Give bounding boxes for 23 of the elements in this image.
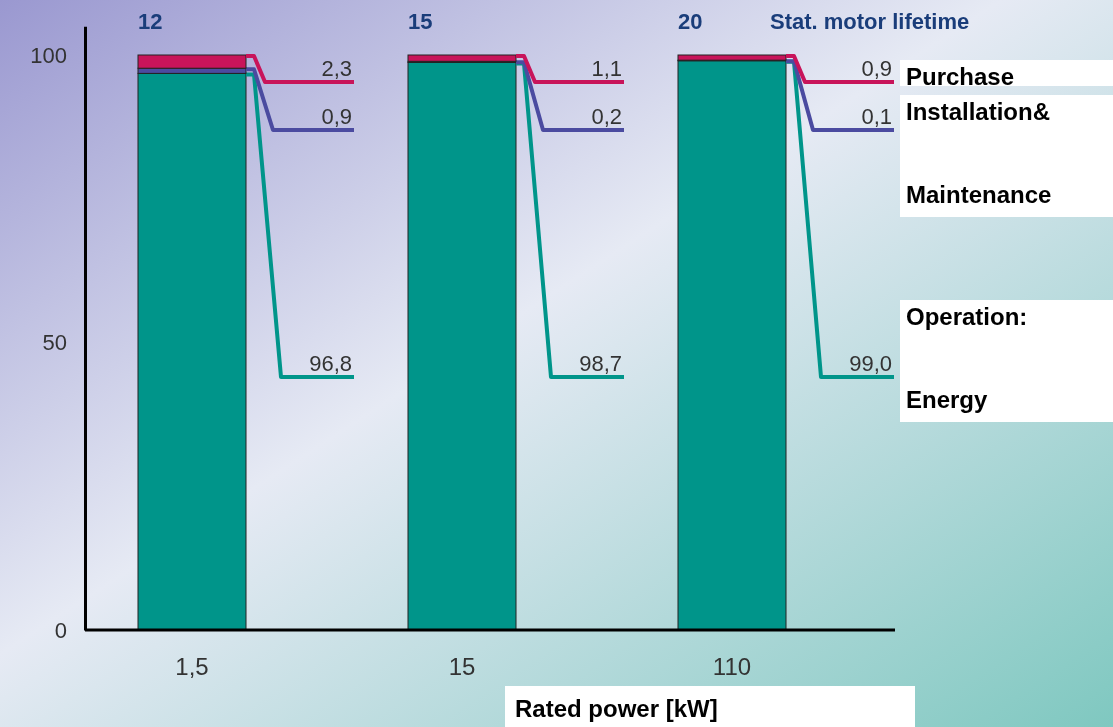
- annotation: Stat. motor lifetime: [770, 9, 970, 34]
- data-label: 0,1: [861, 104, 892, 129]
- annotation: 12: [138, 9, 163, 34]
- data-label: 0,9: [321, 104, 352, 129]
- annotation: 15: [408, 9, 433, 34]
- text: Installation& Maintenance: [906, 98, 1052, 208]
- y-tick-label: 100: [30, 42, 67, 68]
- y-tick-label: 50: [42, 330, 67, 356]
- annotation: 20: [678, 9, 703, 34]
- data-label: 2,3: [321, 56, 352, 81]
- x-tick-label: 1,5: [175, 653, 209, 680]
- y-tick-label: 0: [54, 617, 67, 643]
- data-label: 1,1: [591, 56, 622, 81]
- data-label: 98,7: [579, 351, 622, 376]
- data-label: 0,2: [591, 104, 622, 129]
- data-label: 99,0: [849, 351, 892, 376]
- x-tick-label: 110: [712, 653, 752, 680]
- text: Purchase: [906, 63, 1015, 90]
- text: Operation: Energy: [906, 303, 1028, 413]
- x-axis-title: Rated power [kW]: [515, 695, 718, 722]
- data-label: 0,9: [861, 56, 892, 81]
- x-tick-label: 15: [448, 653, 476, 680]
- data-label: 96,8: [309, 351, 352, 376]
